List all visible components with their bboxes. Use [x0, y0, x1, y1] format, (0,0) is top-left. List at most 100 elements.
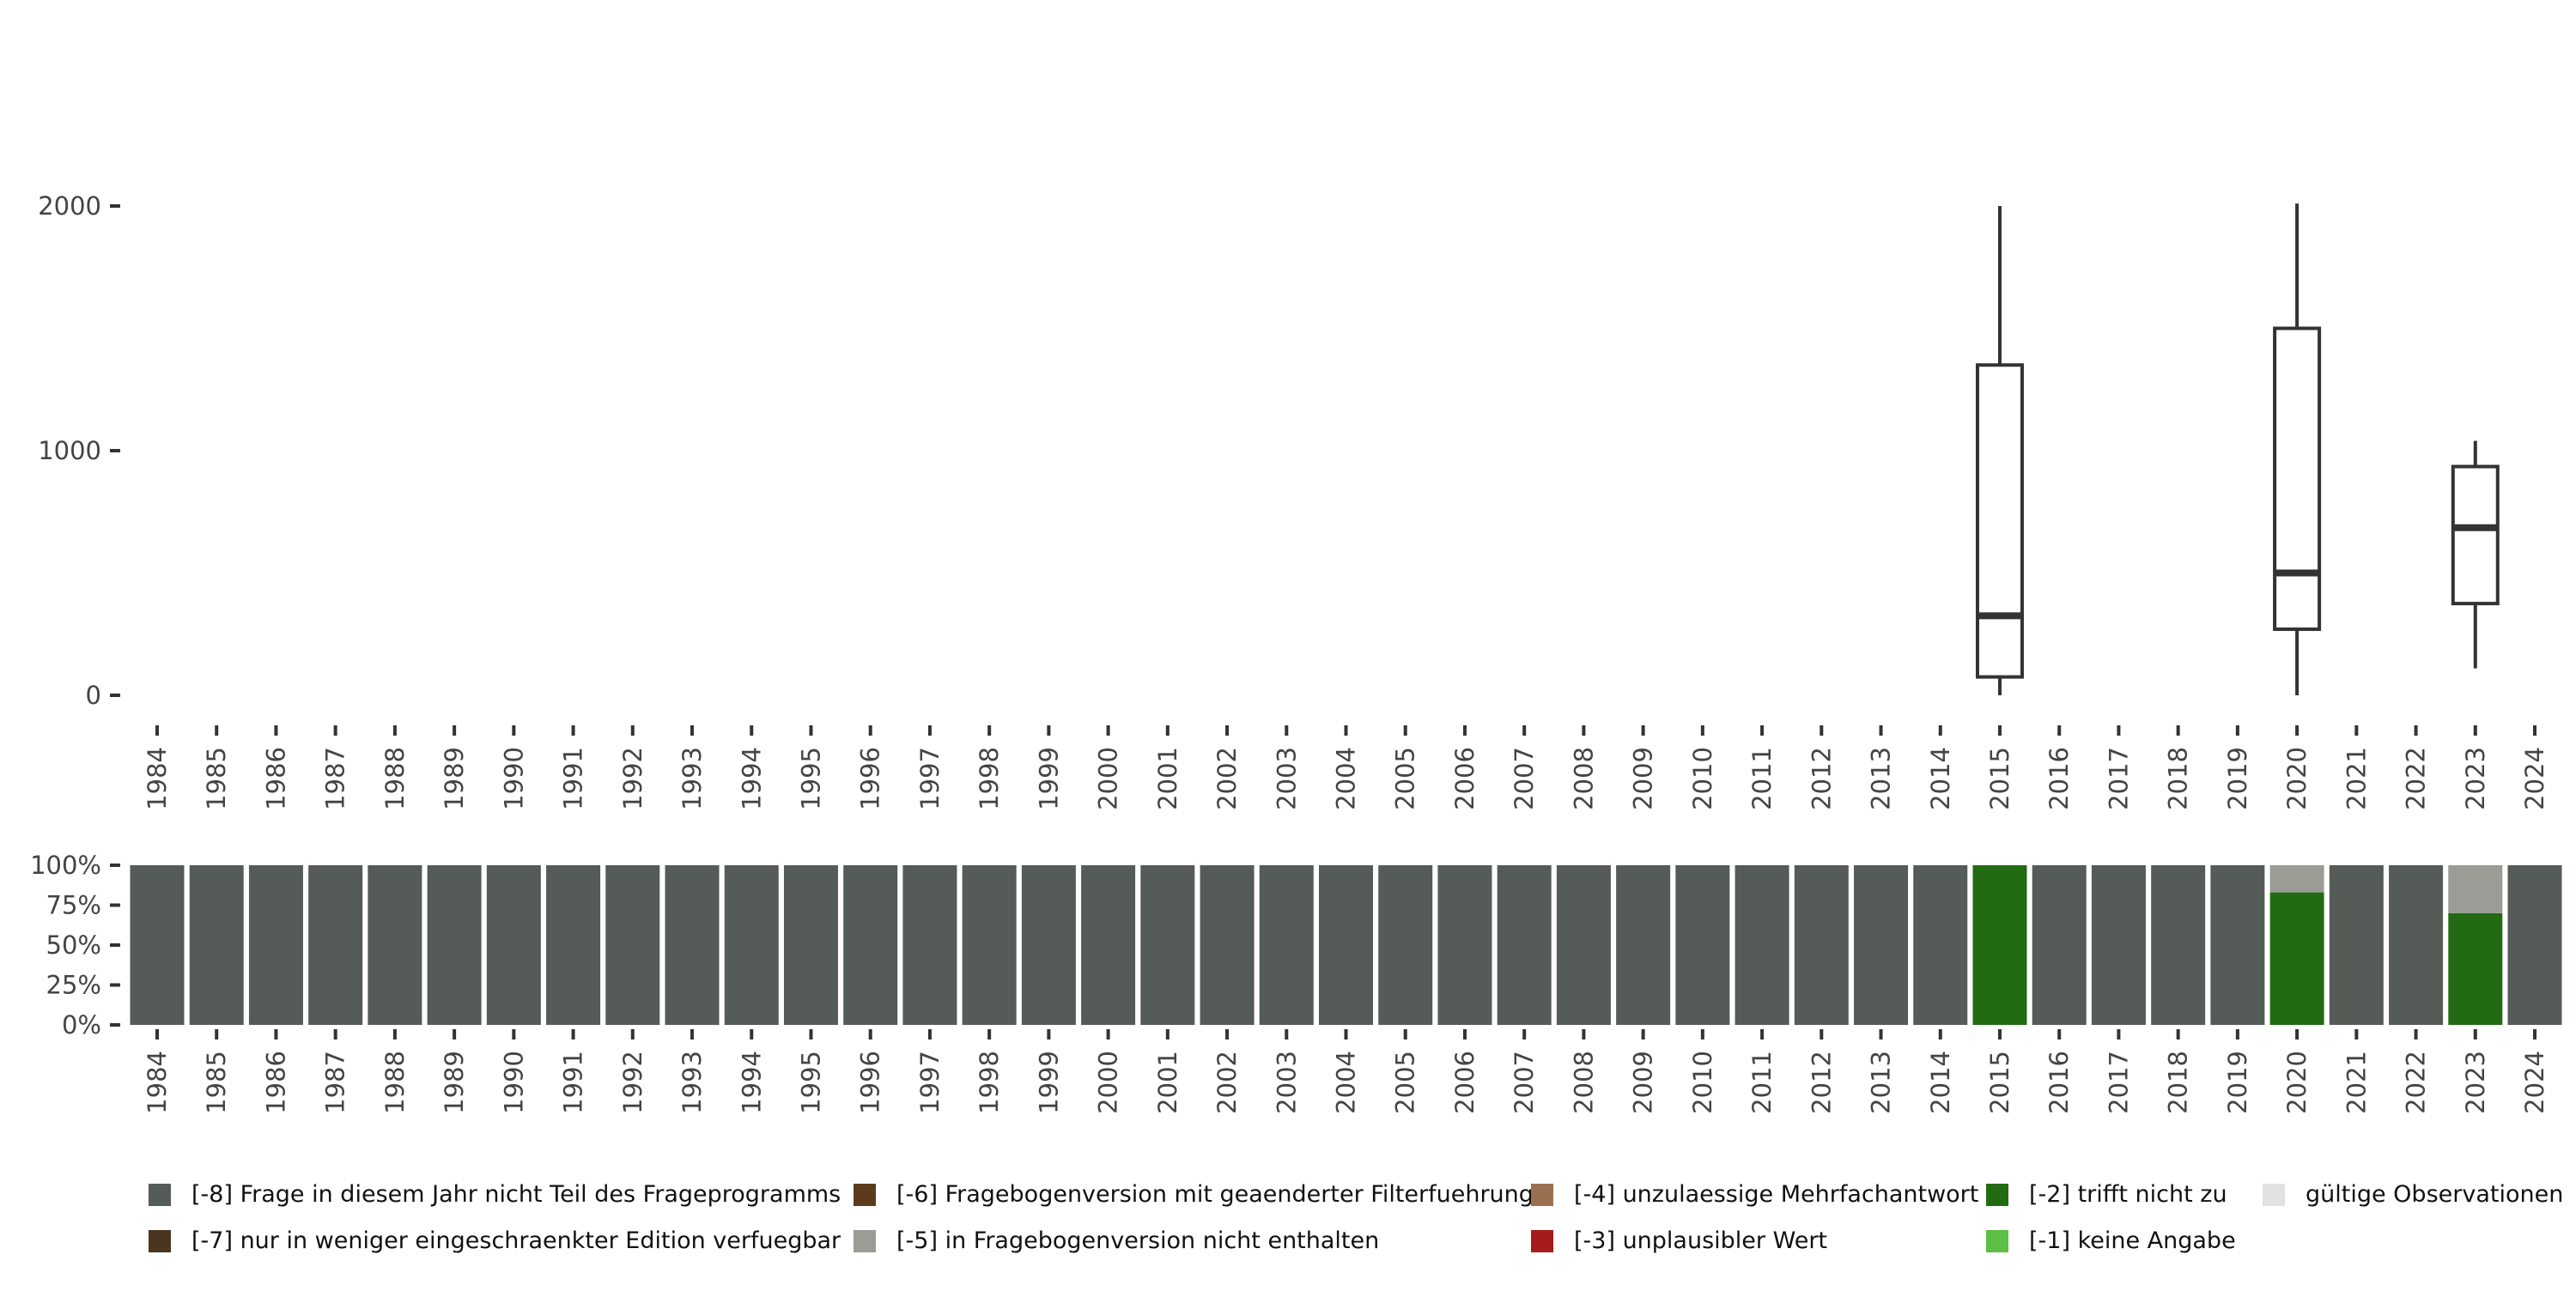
x-tick-label: 1998: [975, 747, 1004, 810]
legend-swatch: [1986, 1229, 2008, 1252]
bar-segment--8: [1437, 865, 1492, 1025]
x-tick-label: 2024: [2520, 1051, 2549, 1114]
bar-segment--8: [902, 865, 957, 1025]
x-tick-label: 2019: [2223, 1051, 2252, 1114]
bar-segment--8: [665, 865, 720, 1025]
x-tick-label: 1987: [321, 1051, 350, 1114]
x-tick-label: 1985: [202, 747, 231, 810]
bar-1995: [783, 865, 838, 1025]
bar-segment--8: [1794, 865, 1849, 1025]
y-tick-label: 75%: [46, 891, 101, 920]
legend-label: [-5] in Fragebogenversion nicht enthalte…: [896, 1227, 1380, 1254]
bar-segment--8: [248, 865, 303, 1025]
bar-segment--8: [1675, 865, 1730, 1025]
bar-segment--8: [724, 865, 779, 1025]
bar-1999: [1021, 865, 1076, 1025]
x-tick-label: 1988: [380, 747, 410, 810]
x-tick-label: 1997: [915, 747, 945, 810]
legend-swatch: [1986, 1183, 2008, 1206]
bar-2002: [1200, 865, 1255, 1025]
bar-segment--8: [1497, 865, 1552, 1025]
x-tick-label: 1992: [618, 1051, 647, 1114]
x-tick-label: 2008: [1569, 1051, 1598, 1114]
x-tick-label: 1985: [202, 1051, 231, 1114]
boxplot-2020: [2273, 203, 2322, 695]
y-tick-label: 2000: [38, 191, 101, 221]
bar-2024: [2507, 865, 2562, 1025]
bar-2023: [2448, 865, 2503, 1025]
bar-segment--2: [2269, 892, 2324, 1025]
legend-swatch: [854, 1183, 876, 1206]
x-tick-label: 1984: [143, 747, 172, 810]
x-tick-label: 2017: [2104, 747, 2133, 810]
bar-segment--8: [2151, 865, 2206, 1025]
legend-item--1: [-1] keine Angabe: [1986, 1227, 2236, 1254]
x-tick-label: 2014: [1926, 1051, 1955, 1114]
bar-segment--8: [2210, 865, 2265, 1025]
x-tick-label: 1995: [796, 747, 825, 810]
x-tick-label: 1987: [321, 747, 350, 810]
x-tick-label: 1997: [915, 1051, 945, 1114]
bar-segment--8: [1319, 865, 1373, 1025]
legend-swatch: [149, 1229, 171, 1252]
bar-1997: [902, 865, 957, 1025]
bar-2013: [1854, 865, 1909, 1025]
bar-segment--8: [1200, 865, 1255, 1025]
x-tick-label: 2021: [2342, 747, 2371, 810]
bar-segment--8: [2329, 865, 2384, 1025]
bar-2012: [1794, 865, 1849, 1025]
x-tick-label: 2012: [1807, 747, 1836, 810]
bar-1990: [486, 865, 541, 1025]
bar-2003: [1259, 865, 1314, 1025]
legend-swatch: [2263, 1183, 2285, 1206]
legend-item--3: [-3] unplausibler Wert: [1531, 1227, 1827, 1254]
legend-item--6: [-6] Fragebogenversion mit geaenderter F…: [854, 1181, 1534, 1208]
x-tick-label: 2005: [1391, 1051, 1420, 1114]
legend-swatch: [149, 1183, 171, 1206]
bar-segment--8: [1735, 865, 1789, 1025]
x-tick-label: 2002: [1212, 747, 1242, 810]
x-tick-label: 2009: [1629, 747, 1658, 810]
bar-2019: [2210, 865, 2265, 1025]
bar-segment--2: [1972, 865, 2027, 1025]
bar-segment--8: [1913, 865, 1968, 1025]
x-tick-label: 2015: [1985, 747, 2014, 810]
bar-segment--8: [2032, 865, 2087, 1025]
x-tick-label: 2001: [1153, 1051, 1182, 1114]
bar-2022: [2389, 865, 2444, 1025]
bar-segment--8: [368, 865, 422, 1025]
x-tick-label: 2022: [2402, 747, 2431, 810]
x-tick-label: 1989: [440, 1051, 469, 1114]
x-tick-label: 1993: [677, 1051, 707, 1114]
legend-item-valid: gültige Observationen: [2263, 1181, 2563, 1208]
legend-swatch: [854, 1229, 876, 1252]
bar-segment--5: [2269, 865, 2324, 893]
legend-item--5: [-5] in Fragebogenversion nicht enthalte…: [854, 1227, 1379, 1254]
bar-1987: [308, 865, 363, 1025]
bar-2000: [1081, 865, 1136, 1025]
bar-segment--2: [2448, 912, 2503, 1025]
x-tick-label: 1991: [559, 1051, 588, 1114]
x-tick-label: 1994: [737, 1051, 766, 1114]
x-tick-label: 1996: [856, 747, 885, 810]
bar-2010: [1675, 865, 1730, 1025]
x-tick-label: 2006: [1450, 1051, 1479, 1114]
bar-1988: [368, 865, 422, 1025]
x-tick-label: 2003: [1272, 1051, 1301, 1114]
bar-segment--5: [2448, 865, 2503, 913]
bar-2009: [1616, 865, 1671, 1025]
x-tick-label: 1989: [440, 747, 469, 810]
x-tick-label: 2016: [2044, 747, 2074, 810]
x-tick-label: 2008: [1569, 747, 1598, 810]
x-tick-label: 2019: [2223, 747, 2252, 810]
legend-item--4: [-4] unzulaessige Mehrfachantwort: [1531, 1181, 1978, 1208]
x-tick-label: 1990: [499, 747, 528, 810]
x-tick-label: 2023: [2461, 747, 2490, 810]
x-tick-label: 2017: [2104, 1051, 2133, 1114]
legend-label: [-2] trifft nicht zu: [2029, 1181, 2227, 1208]
x-tick-label: 1999: [1034, 747, 1063, 810]
x-tick-label: 1990: [499, 1051, 528, 1114]
bar-segment--8: [1081, 865, 1136, 1025]
legend-label: [-3] unplausibler Wert: [1574, 1227, 1828, 1254]
